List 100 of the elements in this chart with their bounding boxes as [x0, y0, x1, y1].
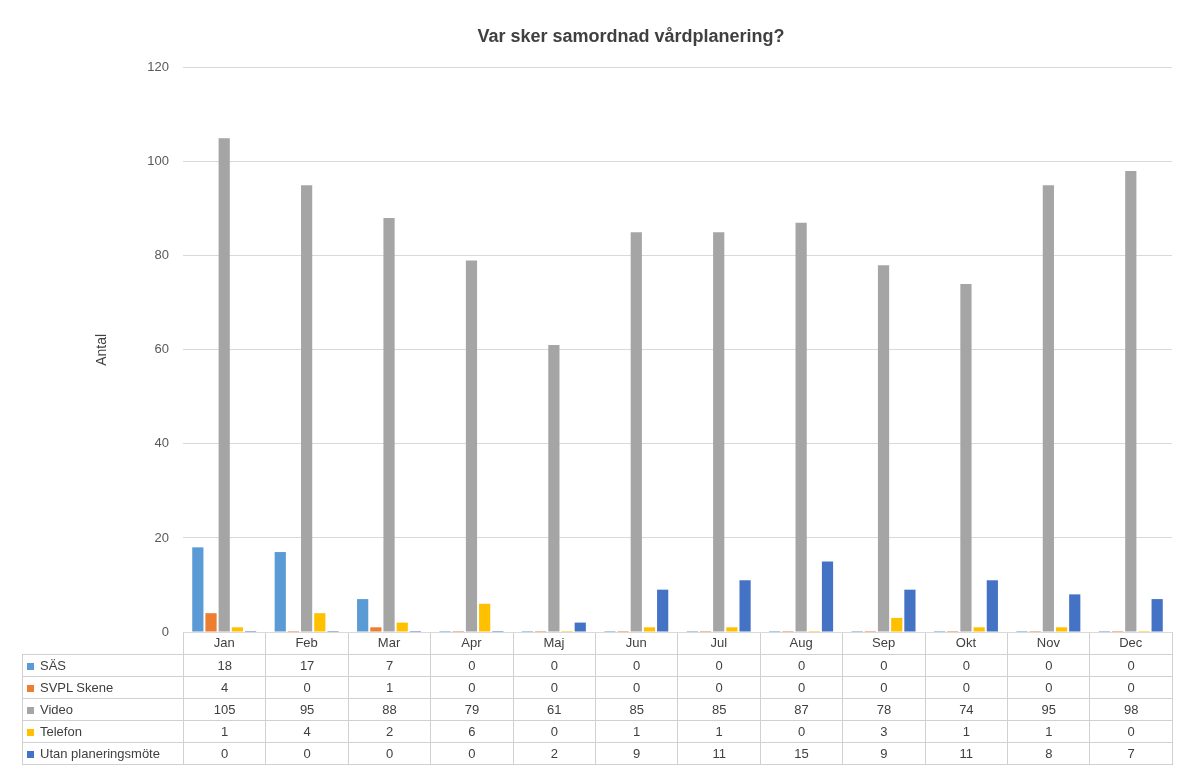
- data-label: 8: [1007, 742, 1090, 765]
- data-label: 9: [595, 742, 678, 765]
- bar: [574, 622, 586, 632]
- bar: [383, 218, 395, 632]
- bar: [713, 232, 725, 632]
- y-tick-label: 60: [154, 341, 169, 357]
- bar: [877, 265, 890, 632]
- data-label: 1: [925, 720, 1008, 743]
- data-label: 0: [842, 654, 926, 677]
- x-tick-label: Feb: [295, 635, 318, 651]
- x-tick-label: Apr: [461, 635, 483, 651]
- bar: [739, 580, 751, 632]
- data-label: 0: [925, 676, 1008, 699]
- y-tick-label: 120: [147, 59, 169, 75]
- data-label: 1: [595, 720, 678, 743]
- data-label: 0: [513, 720, 596, 743]
- data-label: 4: [183, 676, 266, 699]
- data-label: 0: [677, 654, 761, 677]
- data-label: 15: [760, 742, 843, 765]
- x-tick-label: Aug: [789, 635, 813, 651]
- bar: [1042, 185, 1054, 632]
- data-label: 17: [265, 654, 349, 677]
- bar: [1055, 627, 1068, 632]
- data-label: 78: [842, 698, 926, 721]
- bar: [726, 627, 738, 632]
- data-label: 0: [265, 676, 349, 699]
- data-label: 0: [348, 742, 431, 765]
- legend-label: Utan planeringsmöte: [22, 742, 184, 765]
- bar: [1125, 171, 1137, 632]
- bar: [973, 627, 985, 632]
- data-label: 1: [677, 720, 761, 743]
- bar: [891, 617, 903, 632]
- bar: [795, 222, 807, 632]
- data-label: 0: [265, 742, 349, 765]
- bar: [231, 627, 243, 632]
- data-label: 0: [513, 654, 596, 677]
- data-label: 2: [348, 720, 431, 743]
- bar: [218, 138, 230, 632]
- data-label: 6: [430, 720, 514, 743]
- data-label: 0: [1007, 676, 1090, 699]
- data-label: 11: [925, 742, 1008, 765]
- x-tick-label: Maj: [543, 635, 565, 651]
- data-label: 79: [430, 698, 514, 721]
- y-tick-label: 40: [154, 435, 169, 451]
- data-label: 105: [183, 698, 266, 721]
- x-tick-label: Mar: [377, 635, 401, 651]
- x-tick-label: Okt: [955, 635, 977, 651]
- y-tick-label: 20: [154, 529, 169, 545]
- data-label: 85: [677, 698, 761, 721]
- data-label: 0: [513, 676, 596, 699]
- bar: [643, 627, 656, 632]
- data-label: 0: [1007, 654, 1090, 677]
- bar: [1069, 594, 1081, 632]
- data-label: 85: [595, 698, 678, 721]
- bar: [986, 580, 998, 632]
- data-label: 95: [265, 698, 349, 721]
- y-tick-label: 100: [147, 153, 169, 169]
- data-label: 0: [430, 654, 514, 677]
- legend-label: SÄS: [22, 654, 184, 677]
- data-label: 7: [348, 654, 431, 677]
- data-label: 98: [1089, 698, 1173, 721]
- y-tick-label: 0: [161, 623, 169, 639]
- x-tick-label: Nov: [1036, 635, 1061, 651]
- data-label: 87: [760, 698, 843, 721]
- x-tick-label: Jun: [625, 635, 647, 651]
- chart-title: Var sker samordnad vårdplanering?: [477, 25, 785, 46]
- bar: [465, 260, 478, 632]
- data-label: 74: [925, 698, 1008, 721]
- data-label: 0: [430, 742, 514, 765]
- data-label: 9: [842, 742, 926, 765]
- data-label: 0: [760, 720, 843, 743]
- data-label: 7: [1089, 742, 1173, 765]
- data-label: 0: [595, 654, 678, 677]
- y-tick-label: 80: [154, 247, 169, 263]
- bar: [1151, 599, 1163, 632]
- bar: [396, 622, 408, 632]
- bar: [357, 599, 369, 632]
- bar: [479, 603, 491, 632]
- bar: [821, 561, 834, 632]
- bar: [192, 547, 204, 632]
- data-label: 2: [513, 742, 596, 765]
- legend-label: SVPL Skene: [22, 676, 184, 699]
- bar: [548, 345, 560, 632]
- data-label: 0: [925, 654, 1008, 677]
- legend-label: Telefon: [22, 720, 184, 743]
- data-label: 95: [1007, 698, 1090, 721]
- data-label: 0: [595, 676, 678, 699]
- data-label: 0: [760, 654, 843, 677]
- bar: [301, 185, 313, 632]
- x-tick-label: Jul: [710, 635, 728, 651]
- bar: [960, 283, 972, 632]
- data-label: 0: [183, 742, 266, 765]
- bar: [314, 613, 326, 632]
- data-label: 88: [348, 698, 431, 721]
- bar: [274, 552, 286, 632]
- data-label: 0: [430, 676, 514, 699]
- x-tick-label: Sep: [871, 635, 896, 651]
- data-label: 0: [1089, 676, 1173, 699]
- data-label: 0: [1089, 720, 1173, 743]
- x-tick-label: Dec: [1119, 635, 1143, 651]
